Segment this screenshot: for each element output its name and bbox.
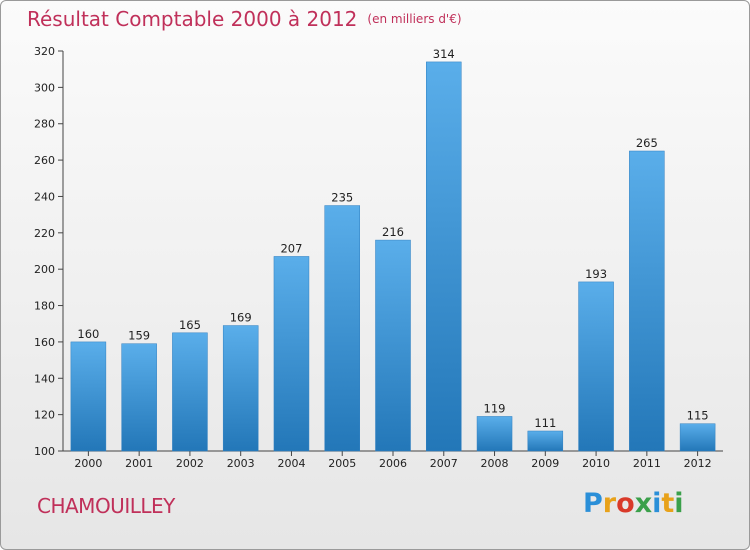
chart-value-labels: 160 159 165 169 207 235 216 314 119 111 193 265 115 (77, 47, 708, 430)
x-tick-label: 2011 (633, 457, 661, 470)
y-tick-label: 140 (34, 372, 55, 385)
value-label-2009: 111 (534, 416, 556, 430)
x-tick-label: 2010 (582, 457, 610, 470)
bar-2003 (222, 325, 259, 452)
y-tick-label: 280 (34, 118, 55, 131)
bar-2000 (70, 341, 107, 452)
logo-letter: P (583, 488, 603, 519)
value-label-2010: 193 (585, 267, 607, 281)
x-tick-label: 2007 (430, 457, 458, 470)
bar-2009 (527, 430, 564, 452)
y-tick-label: 220 (34, 227, 55, 240)
bar-2007 (426, 61, 462, 452)
bar-2010 (578, 281, 614, 452)
value-label-2008: 119 (484, 401, 506, 415)
x-tick-label: 2012 (684, 457, 712, 470)
value-label-2012: 115 (687, 409, 709, 423)
chart-title-text: Résultat Comptable 2000 à 2012 (27, 7, 358, 31)
y-tick-label: 320 (34, 45, 55, 58)
bar-2011 (629, 150, 665, 452)
value-label-2003: 169 (230, 311, 252, 325)
x-tick-label: 2000 (74, 457, 102, 470)
proxiti-logo: Proxiti (583, 488, 684, 519)
x-tick-label: 2005 (328, 457, 356, 470)
x-tick-label: 2003 (227, 457, 255, 470)
value-label-2011: 265 (636, 136, 658, 150)
y-tick-label: 240 (34, 190, 55, 203)
bar-2008 (476, 416, 513, 452)
bar-2001 (121, 343, 157, 452)
x-tick-label: 2006 (379, 457, 407, 470)
logo-letter: o (616, 488, 635, 519)
chart-bars (70, 61, 716, 452)
value-label-2002: 165 (179, 318, 201, 332)
value-label-2004: 207 (280, 241, 302, 255)
value-label-2000: 160 (77, 327, 99, 341)
bar-2012 (679, 423, 716, 452)
logo-letter: i (652, 488, 662, 519)
bar-2005 (324, 205, 360, 452)
x-tick-label: 2001 (125, 457, 153, 470)
value-label-2007: 314 (433, 47, 455, 61)
logo-letter: r (602, 488, 617, 519)
y-tick-label: 160 (34, 336, 55, 349)
value-label-2005: 235 (331, 191, 353, 205)
y-tick-label: 260 (34, 154, 55, 167)
bar-2004 (273, 256, 310, 452)
x-tick-label: 2008 (481, 457, 509, 470)
logo-letter: t (661, 488, 675, 519)
chart-axes: 100 120 140 160 180 200 220 240 260 280 300 320 2000… (34, 45, 723, 470)
y-tick-label: 100 (34, 445, 55, 458)
x-tick-label: 2004 (277, 457, 305, 470)
value-label-2006: 216 (382, 225, 404, 239)
y-tick-label: 300 (34, 81, 55, 94)
x-tick-label: 2002 (176, 457, 204, 470)
bar-2002 (172, 332, 208, 452)
commune-name: CHAMOUILLEY (37, 494, 175, 518)
y-tick-label: 200 (34, 263, 55, 276)
y-tick-label: 180 (34, 300, 55, 313)
logo-letter: x (634, 488, 653, 519)
bar-2006 (375, 239, 411, 452)
x-tick-label: 2009 (531, 457, 559, 470)
y-tick-label: 120 (34, 409, 55, 422)
logo-letter: i (674, 488, 684, 519)
chart-title: Résultat Comptable 2000 à 2012 (en millie… (27, 7, 462, 31)
chart-subtitle: (en milliers d'€) (367, 12, 462, 26)
value-label-2001: 159 (128, 329, 150, 343)
